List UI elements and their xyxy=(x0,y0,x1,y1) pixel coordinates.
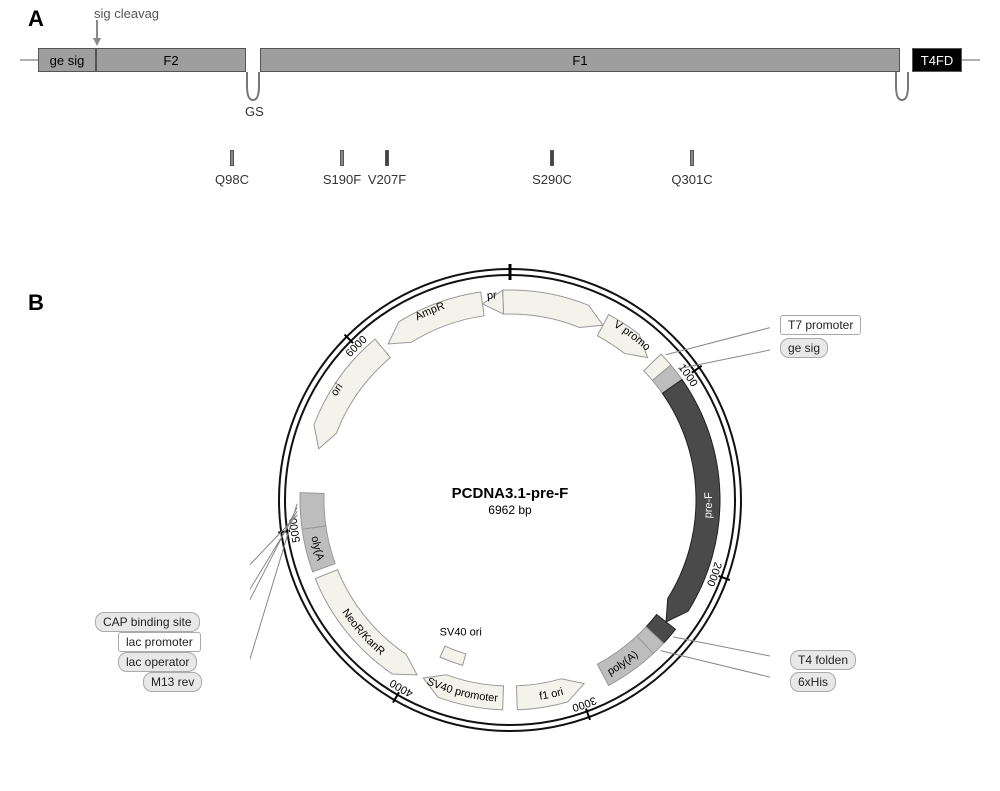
cleavage-arrow-icon xyxy=(91,20,103,51)
svg-text:3000: 3000 xyxy=(571,694,598,714)
mutation-label-S290C: S290C xyxy=(532,172,572,187)
trailing-line xyxy=(962,59,980,61)
leading-line xyxy=(20,59,38,61)
mutation-tick-Q301C xyxy=(690,150,694,166)
callout-t4-folden: T4 folden xyxy=(790,650,856,670)
callout-lac-promoter: lac promoter xyxy=(118,632,201,652)
plasmid-size: 6962 bp xyxy=(250,503,770,517)
feature-label-amprp: AmpR promoter xyxy=(250,240,498,302)
mutation-label-V207F: V207F xyxy=(368,172,406,187)
mutation-label-Q98C: Q98C xyxy=(215,172,249,187)
segment-T4FD: T4FD xyxy=(912,48,962,72)
mutation-tick-S190F xyxy=(340,150,344,166)
figure-page: A ge sigF2F1T4FDsig cleavagGS Q98CS190FV… xyxy=(0,0,1000,791)
panel-b: 100020003000400050006000CMV enhancerCMV … xyxy=(0,220,1000,791)
gs-loop-icon xyxy=(245,72,261,107)
f2-f1-gap xyxy=(246,48,260,72)
linear-construct: ge sigF2F1T4FDsig cleavagGS xyxy=(20,48,980,72)
plasmid-map: 100020003000400050006000CMV enhancerCMV … xyxy=(250,240,770,760)
mutation-tick-V207F xyxy=(385,150,389,166)
gs-label: GS xyxy=(245,104,264,119)
feature-label-cmv_prom: CMV promoter xyxy=(250,240,652,353)
f1-t4-gap xyxy=(900,48,912,72)
segment-ge_sig: ge sig xyxy=(38,48,96,72)
mutation-tick-S290C xyxy=(550,150,554,166)
feature-neokan xyxy=(315,570,417,675)
mutation-label-Q301C: Q301C xyxy=(671,172,712,187)
segment-F2: F2 xyxy=(96,48,246,72)
callout-ge-sig: ge sig xyxy=(780,338,828,358)
callout-m13-rev: M13 rev xyxy=(143,672,202,692)
svg-text:4000: 4000 xyxy=(388,676,415,699)
callout-lac-operator: lac operator xyxy=(118,652,197,672)
cleavage-label: sig cleavag xyxy=(94,6,159,21)
feature-sv40ori xyxy=(440,646,466,665)
t4-loop-icon xyxy=(894,72,910,107)
callout-t7-promoter: T7 promoter xyxy=(780,315,861,335)
feature-ampr xyxy=(388,292,484,344)
callout-cap-binding-site: CAP binding site xyxy=(95,612,200,632)
feature-cmv_enh xyxy=(503,290,603,328)
plasmid-name: PCDNA3.1-pre-F xyxy=(250,485,770,502)
segment-F1: F1 xyxy=(260,48,900,72)
feature-label-sv40ori: SV40 ori xyxy=(440,626,482,638)
mutation-row: Q98C S190F V207F S290C Q301C xyxy=(20,150,980,200)
mutation-label-S190F: S190F xyxy=(323,172,361,187)
mutation-tick-Q98C xyxy=(230,150,234,166)
panel-a: ge sigF2 F1 T4FD sig cleavag GS Q98C S190F V20… xyxy=(0,0,1000,220)
callout-6xhis: 6xHis xyxy=(790,672,836,692)
